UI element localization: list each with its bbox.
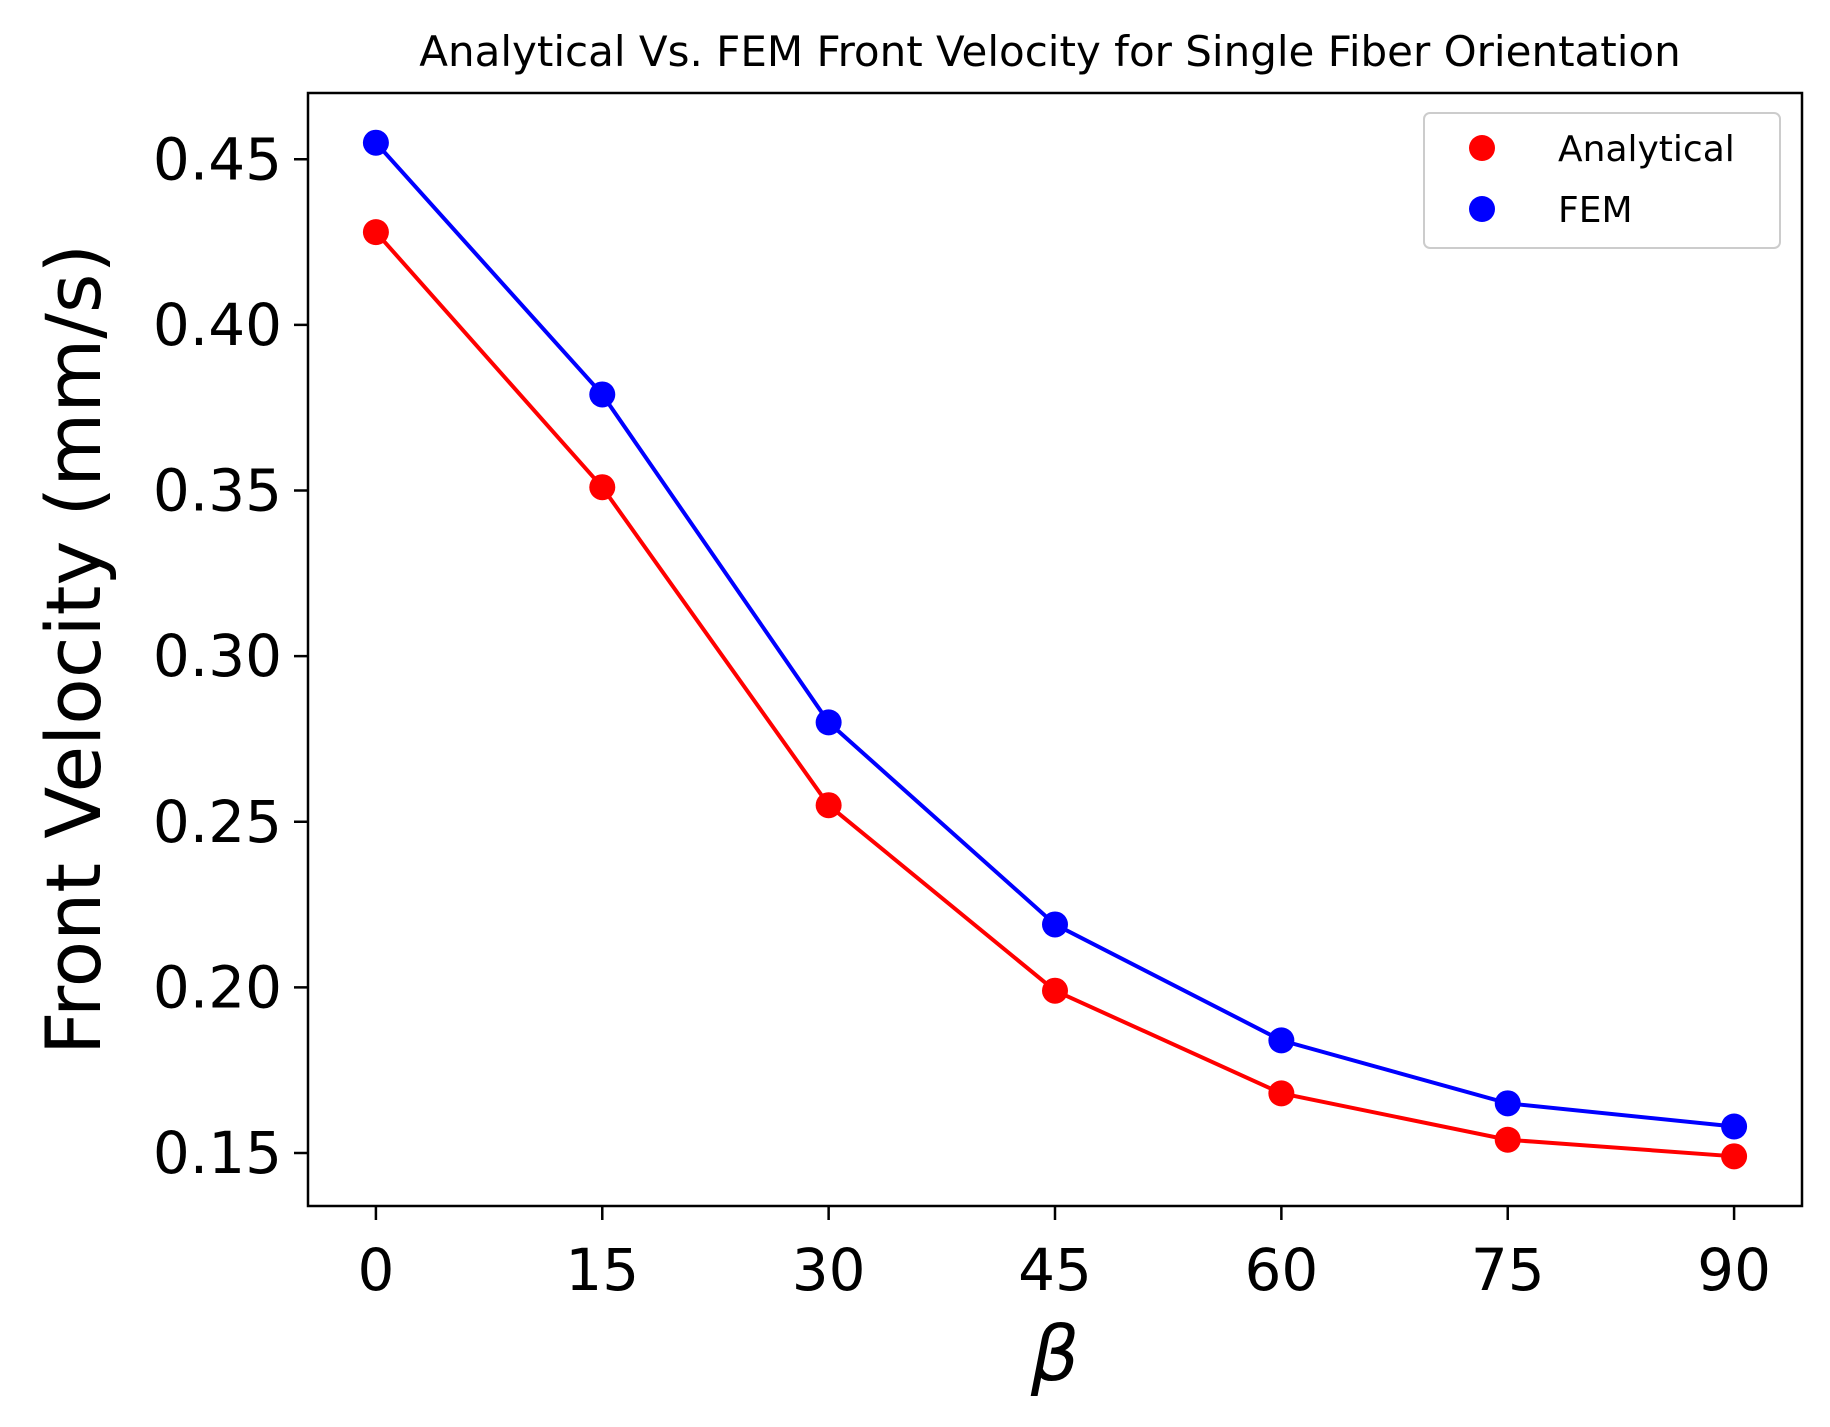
data-point-fem	[589, 381, 616, 408]
data-point-analytical	[815, 792, 842, 819]
y-axis-label: Front Velocity (mm/s)	[29, 244, 118, 1055]
x-tick-label: 15	[565, 1236, 639, 1304]
data-point-fem	[1268, 1027, 1295, 1054]
x-tick-label: 75	[1471, 1236, 1545, 1304]
data-point-fem	[1042, 911, 1068, 938]
legend-box	[1423, 112, 1781, 249]
data-point-fem	[1721, 1113, 1748, 1140]
y-tick-label: 0.45	[153, 125, 282, 193]
x-tick-label: 30	[792, 1236, 866, 1304]
plot-area	[362, 129, 1748, 1170]
legend-label-fem: FEM	[1558, 190, 1633, 231]
y-tick-label: 0.20	[153, 953, 282, 1021]
legend: Analytical FEM	[1423, 112, 1781, 249]
chart-title: Analytical Vs. FEM Front Velocity for Si…	[419, 27, 1680, 76]
y-tick-label: 0.35	[153, 457, 282, 525]
y-tick-label: 0.15	[153, 1119, 282, 1187]
x-tick-label: 0	[357, 1236, 394, 1304]
legend-marker-analytical	[1469, 135, 1495, 161]
y-tick-label: 0.25	[153, 788, 282, 856]
x-axis-label: β	[1030, 1309, 1080, 1398]
x-tick-label: 45	[1018, 1236, 1092, 1304]
y-tick-label: 0.40	[153, 291, 282, 359]
data-point-fem	[362, 129, 389, 156]
data-point-fem	[815, 709, 842, 736]
data-point-fem	[1494, 1090, 1521, 1117]
data-point-analytical	[589, 474, 616, 501]
legend-marker-fem	[1469, 196, 1495, 222]
axis-ticks: 0 15 30 45 60 75 90 0.15 0.20 0.25 0.30 0.35 0.40 0.4…	[153, 125, 1771, 1304]
y-tick-label: 0.30	[153, 622, 282, 690]
data-point-analytical	[1268, 1080, 1295, 1107]
legend-label-analytical: Analytical	[1558, 129, 1735, 170]
data-point-analytical	[1721, 1143, 1748, 1170]
data-point-analytical	[362, 219, 389, 246]
x-tick-label: 90	[1697, 1236, 1771, 1304]
x-tick-label: 60	[1244, 1236, 1318, 1304]
data-point-analytical	[1494, 1126, 1521, 1153]
plot-frame	[306, 91, 1804, 1208]
data-point-analytical	[1042, 977, 1068, 1004]
